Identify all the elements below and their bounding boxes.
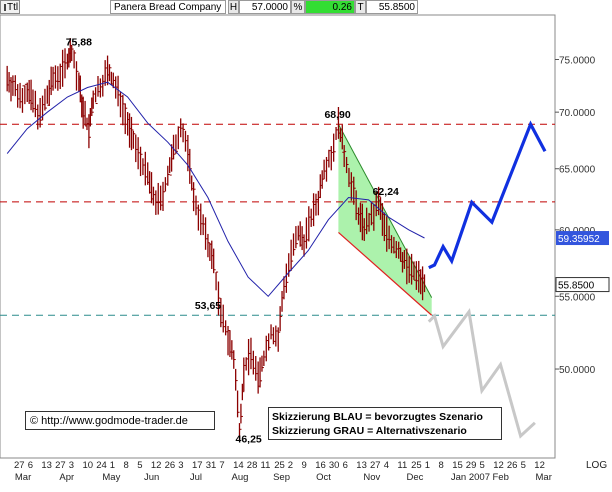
x-date-tick-label: 13 (356, 460, 367, 471)
x-date-tick-label: 13 (41, 460, 52, 471)
x-date-tick-label: 6 (343, 460, 348, 471)
x-date-tick-label: 12 (534, 460, 545, 471)
instrument-name: Panera Bread Company (110, 0, 226, 14)
x-date-tick-label: 2 (288, 460, 293, 471)
moving-average-series (6, 81, 425, 298)
x-date-tick-label: 11 (397, 460, 407, 471)
y-tick-label: 50.0000 (559, 365, 596, 376)
scenario-legend: Skizzierung BLAU = bevorzugtes Szenario … (268, 407, 502, 440)
log-scale-label[interactable]: LOG (586, 460, 608, 471)
x-date-tick-label: 5 (521, 460, 526, 471)
x-month-label: Feb (493, 472, 509, 483)
moving-average-tag-box (556, 231, 609, 246)
x-date-tick-label: 1 (425, 460, 430, 471)
last-price-tag-label: 55.8500 (558, 281, 595, 292)
x-date-tick-label: 25 (274, 460, 285, 471)
x-date-tick-label: 3 (69, 460, 74, 471)
copyright-symbol: © (30, 415, 39, 427)
x-date-tick-label: 7 (219, 460, 224, 471)
legend-blue-text: Skizzierung BLAU = bevorzugtes Szenario (272, 411, 483, 423)
plot-frame (0, 14, 556, 459)
annotation-label: 46,25 (235, 434, 261, 446)
x-month-label: Jan 2007 (451, 472, 490, 483)
x-date-tick-label: 4 (384, 460, 389, 471)
x-date-tick-label: 5 (480, 460, 485, 471)
high-flag: H (228, 0, 239, 14)
annotation-label: 53,65 (195, 300, 221, 312)
x-date-tick-label: 11 (261, 460, 271, 471)
grey-scenario-line (427, 307, 536, 439)
copyright-box: © http://www.godmode-trader.de (25, 411, 215, 430)
x-date-tick-label: 12 (493, 460, 504, 471)
blue-scenario-line (428, 120, 547, 270)
header-bar: Ttl Panera Bread Company H 57.0000 % 0.2… (0, 0, 420, 15)
x-month-label: Mar (15, 472, 31, 483)
x-date-tick-label: 14 (233, 460, 244, 471)
x-month-label: Oct (316, 472, 331, 483)
x-date-tick-label: 27 (370, 460, 381, 471)
y-tick-label: 55.0000 (559, 292, 596, 303)
x-date-tick-label: 17 (192, 460, 203, 471)
x-month-label: Dec (407, 472, 424, 483)
pct-flag: % (291, 0, 305, 14)
x-date-tick-label: 26 (165, 460, 176, 471)
x-month-label: Aug (232, 472, 249, 483)
x-date-tick-label: 29 (466, 460, 477, 471)
x-date-tick-label: 6 (28, 460, 33, 471)
x-month-label: May (102, 472, 120, 483)
x-date-tick-label: 26 (507, 460, 518, 471)
x-month-label: Jun (144, 472, 159, 483)
moving-average-line (6, 81, 425, 298)
moving-average-tag-label: 59.35952 (558, 234, 600, 245)
last-price-value: 55.8500 (366, 0, 418, 14)
x-date-tick-label: 10 (83, 460, 94, 471)
y-tick-label: 70.0000 (559, 108, 596, 119)
horizontal-levels (0, 123, 555, 328)
x-date-tick-label: 8 (124, 460, 129, 471)
annotation-label: 75,88 (66, 37, 92, 49)
x-date-tick-label: 30 (329, 460, 340, 471)
y-tick-label: 75.0000 (559, 55, 596, 66)
menu-label: Ttl (7, 2, 19, 13)
x-month-label: Sep (273, 472, 290, 483)
x-date-tick-label: 15 (452, 460, 463, 471)
annotation-label: 62,24 (373, 186, 399, 198)
x-date-tick-label: 3 (178, 460, 183, 471)
chart-frame (0, 14, 556, 459)
x-date-tick-label: 27 (55, 460, 66, 471)
pct-change-value: 0.26 (305, 0, 355, 14)
falling-channel (338, 124, 433, 316)
last-price-tag-box (555, 277, 610, 293)
copyright-url[interactable]: http://www.godmode-trader.de (41, 415, 188, 427)
legend-grey-text: Skizzierung GRAU = Alternativszenario (272, 425, 467, 437)
x-date-tick-label: 5 (137, 460, 142, 471)
x-date-tick-label: 16 (315, 460, 326, 471)
x-month-label: Mar (536, 472, 552, 483)
x-date-tick-label: 25 (411, 460, 422, 471)
x-date-tick-label: 1 (110, 460, 115, 471)
annotation-label: 68,90 (324, 109, 350, 121)
scenario-sketches (427, 120, 547, 439)
x-date-tick-label: 9 (302, 460, 307, 471)
menu-icon (4, 3, 6, 11)
x-date-tick-label: 31 (206, 460, 217, 471)
ttl-menu-button[interactable]: Ttl (0, 0, 20, 14)
x-date-tick-label: 12 (151, 460, 162, 471)
type-flag: T (355, 0, 366, 14)
x-month-label: Nov (363, 472, 380, 483)
channel-lower-line (338, 231, 433, 316)
x-date-tick-label: 28 (247, 460, 258, 471)
high-value: 57.0000 (239, 0, 291, 14)
x-date-tick-label: 24 (96, 460, 107, 471)
x-date-tick-label: 27 (14, 460, 25, 471)
x-date-tick-label: 8 (439, 460, 444, 471)
price-series (6, 38, 426, 441)
channel-fill (338, 124, 432, 316)
price-annotations: 75,88 68,90 62,24 53,65 46,25 (66, 37, 399, 446)
x-month-label: Jul (190, 472, 202, 483)
y-tick-label: 65.0000 (559, 165, 596, 176)
axes: 50.000055.000060.000065.000070.000075.00… (14, 55, 610, 483)
x-month-label: Apr (59, 472, 74, 483)
